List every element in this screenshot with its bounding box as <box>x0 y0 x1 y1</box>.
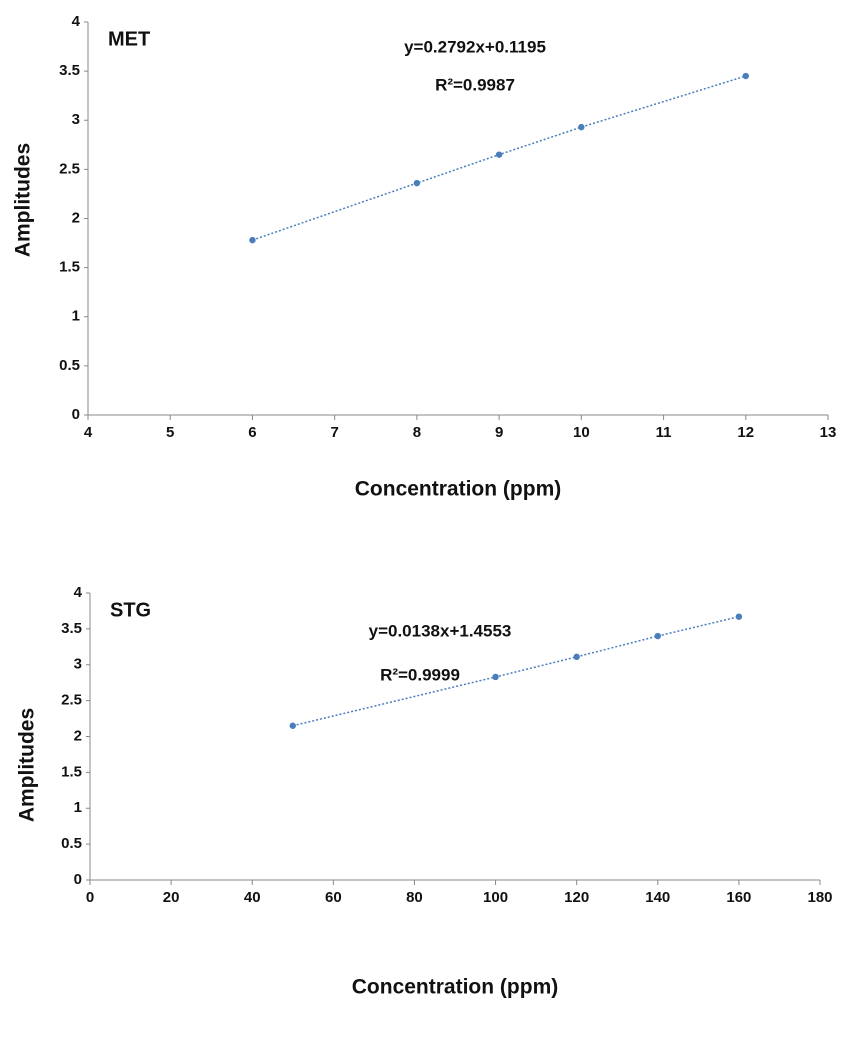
y-tick-label: 1 <box>72 308 80 325</box>
x-tick-label: 10 <box>573 424 590 441</box>
x-tick-label: 12 <box>737 424 754 441</box>
data-point <box>654 632 661 640</box>
x-tick-label: 20 <box>163 889 180 906</box>
x-tick-label: 140 <box>645 889 670 906</box>
x-tick-label: 7 <box>330 424 338 441</box>
x-tick-label: 180 <box>807 889 832 906</box>
y-tick-label: 2 <box>74 727 82 744</box>
y-tick-label: 0.5 <box>61 835 82 852</box>
x-tick-label: 5 <box>166 424 174 441</box>
y-tick-label: 3.5 <box>59 62 80 79</box>
annotation: y=0.0138x+1.4553 <box>369 621 512 640</box>
data-point <box>742 72 749 80</box>
x-tick-label: 8 <box>413 424 421 441</box>
y-tick-label: 3.5 <box>61 620 82 637</box>
data-point <box>249 236 256 244</box>
data-point <box>413 179 421 187</box>
y-tick-label: 2.5 <box>59 160 80 177</box>
y-tick-label: 2.5 <box>61 692 82 709</box>
data-point <box>492 673 499 681</box>
x-tick-label: 40 <box>244 889 261 906</box>
y-tick-label: 0.5 <box>59 357 80 374</box>
x-tick-label: 13 <box>820 424 837 441</box>
x-tick-label: 4 <box>84 424 93 441</box>
x-axis-title: Concentration (ppm) <box>355 478 561 501</box>
x-tick-label: 11 <box>656 424 672 441</box>
y-tick-label: 4 <box>74 584 83 601</box>
x-tick-label: 9 <box>495 424 503 441</box>
y-tick-label: 4 <box>72 13 81 30</box>
y-axis-title: Amplitudes <box>12 143 35 257</box>
x-tick-label: 80 <box>406 889 423 906</box>
data-point <box>289 722 296 729</box>
y-tick-label: 2 <box>72 209 80 226</box>
x-tick-label: 60 <box>325 889 342 906</box>
x-axis-title: Concentration (ppm) <box>352 976 558 999</box>
x-tick-label: 6 <box>248 424 256 441</box>
annotation: R²=0.9999 <box>380 665 460 684</box>
chart-title: STG <box>110 599 151 621</box>
x-tick-label: 100 <box>483 889 508 906</box>
y-tick-label: 3 <box>72 111 80 128</box>
annotation: R²=0.9987 <box>435 75 515 94</box>
y-tick-label: 3 <box>74 656 82 673</box>
annotation: y=0.2792x+0.1195 <box>404 37 546 56</box>
trendline <box>292 615 740 727</box>
x-tick-label: 160 <box>726 889 751 906</box>
y-tick-label: 0 <box>72 406 80 423</box>
data-point <box>578 123 585 131</box>
trendline <box>252 75 747 241</box>
data-point <box>573 653 580 661</box>
data-point <box>735 613 743 620</box>
data-point <box>495 151 503 158</box>
y-tick-label: 1.5 <box>59 259 80 276</box>
x-tick-label: 0 <box>86 889 94 906</box>
x-tick-label: 120 <box>564 889 589 906</box>
y-tick-label: 1 <box>74 799 82 816</box>
y-tick-label: 1.5 <box>61 763 82 780</box>
y-tick-label: 0 <box>74 871 82 888</box>
chart-title: MET <box>108 28 150 50</box>
y-axis-title: Amplitudes <box>16 708 39 822</box>
